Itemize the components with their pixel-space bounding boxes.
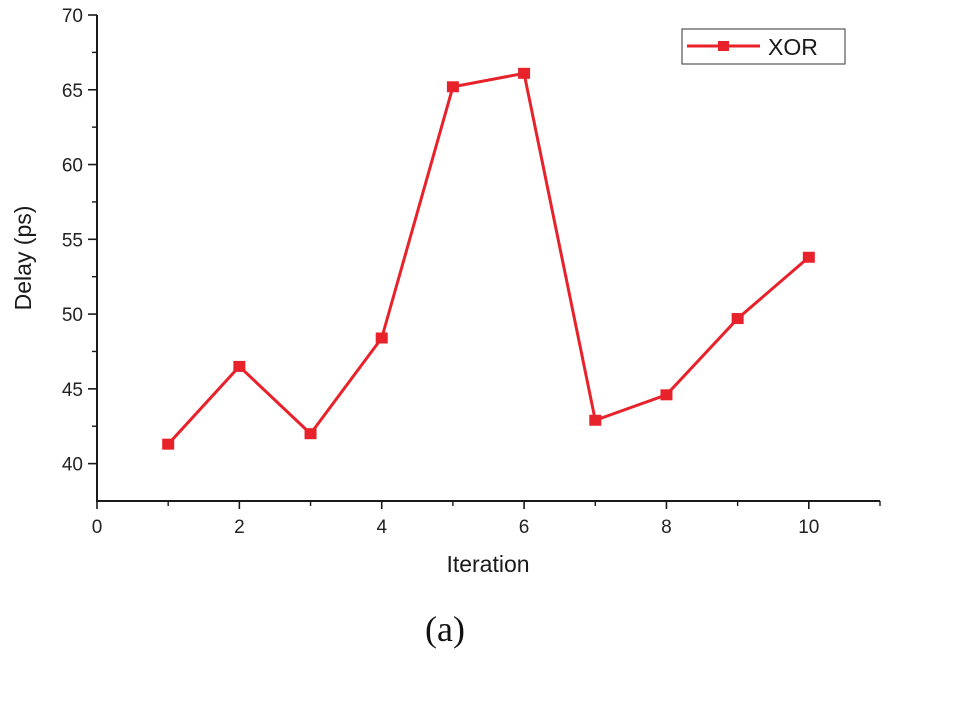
- data-point-marker: [162, 438, 175, 450]
- series-markers-xor: [162, 67, 815, 450]
- legend: XOR: [681, 28, 846, 65]
- x-axis-ticks: 0 2 4 6 8 10: [92, 501, 881, 538]
- x-tick-label: 8: [661, 517, 672, 538]
- x-tick-label: 0: [92, 517, 103, 538]
- data-point-marker: [731, 313, 744, 325]
- y-tick-label: 45: [62, 380, 83, 401]
- series-polyline: [167, 71, 810, 446]
- legend-marker-swatch: [718, 41, 729, 51]
- x-tick-label: 2: [234, 517, 245, 538]
- figure-caption: (a): [425, 609, 465, 649]
- y-tick-label: 60: [62, 156, 83, 177]
- y-tick-label: 40: [62, 455, 83, 476]
- data-point-marker: [375, 332, 388, 344]
- y-tick-label: 65: [62, 81, 83, 102]
- series-line-xor: [167, 71, 810, 446]
- data-point-marker: [802, 251, 815, 263]
- x-tick-label: 6: [519, 517, 530, 538]
- y-tick-label: 50: [62, 305, 83, 326]
- x-tick-label: 10: [798, 517, 819, 538]
- y-axis-ticks: 40 45 50 55 60 65 70: [62, 6, 97, 476]
- x-axis-title: Iteration: [446, 551, 529, 577]
- y-axis-title: Delay (ps): [10, 206, 36, 311]
- data-point-marker: [304, 428, 317, 440]
- data-point-marker: [233, 360, 246, 372]
- data-point-marker: [589, 414, 602, 426]
- y-tick-label: 55: [62, 230, 83, 251]
- y-tick-label: 70: [62, 6, 83, 27]
- data-point-marker: [518, 67, 531, 79]
- axes: [96, 15, 880, 502]
- legend-label: XOR: [768, 34, 818, 60]
- x-tick-label: 4: [376, 517, 387, 538]
- data-point-marker: [660, 389, 673, 401]
- data-point-marker: [446, 81, 459, 93]
